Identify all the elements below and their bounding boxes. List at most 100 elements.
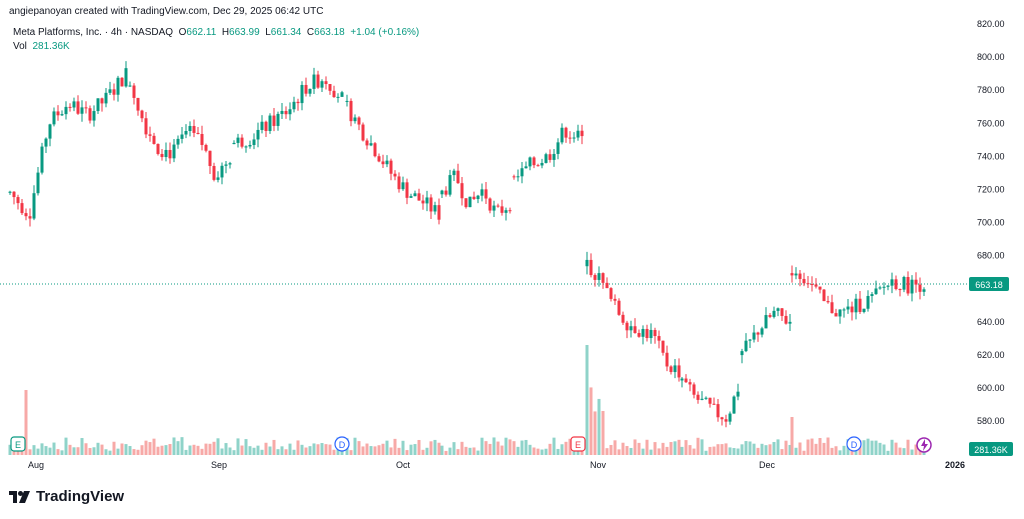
- volume-bar: [236, 438, 240, 455]
- volume-bar: [480, 437, 484, 455]
- interval[interactable]: 4h: [110, 27, 122, 38]
- price-tick-label: 720.00: [977, 184, 1005, 194]
- time-axis[interactable]: Aug Sep Oct Nov Dec 2026: [28, 460, 965, 470]
- volume-bar: [256, 445, 260, 455]
- candle-body: [244, 146, 248, 148]
- volume-bar: [716, 444, 720, 455]
- candle-body: [192, 126, 196, 133]
- close-value: 663.18: [314, 27, 345, 38]
- candle-body: [625, 322, 629, 331]
- brand-name: TradingView: [36, 488, 125, 505]
- symbol-name[interactable]: Meta Platforms, Inc.: [13, 27, 102, 38]
- volume-bar: [597, 398, 601, 455]
- volume-bar: [826, 437, 830, 455]
- price-axis[interactable]: 820.00 800.00 780.00 760.00 740.00 720.00 700.…: [977, 19, 1005, 426]
- volume-bar: [818, 438, 822, 455]
- volume-bar: [268, 446, 272, 455]
- candle-body: [80, 107, 84, 114]
- volume-bar: [196, 445, 200, 455]
- candles-group: [8, 61, 926, 428]
- candle-body: [898, 289, 902, 291]
- volume-bar: [220, 448, 224, 455]
- candle-body: [472, 196, 476, 200]
- volume-bar: [40, 443, 44, 455]
- candle-body: [92, 111, 96, 121]
- lightning-icon[interactable]: [916, 437, 932, 453]
- candle-body: [830, 302, 834, 314]
- volume-bar: [780, 449, 784, 455]
- price-chart[interactable]: 820.00 800.00 780.00 760.00 740.00 720.00 700.…: [0, 0, 1024, 480]
- volume-bar: [156, 446, 160, 455]
- dividend-marker[interactable]: D: [334, 436, 350, 452]
- volume-bar: [425, 447, 429, 455]
- candle-body: [834, 313, 838, 317]
- candle-body: [780, 308, 784, 316]
- candle-body: [276, 113, 280, 126]
- volume-bar: [389, 447, 393, 455]
- volume-bar: [128, 446, 132, 455]
- candle-body: [790, 273, 794, 276]
- candle-body: [204, 144, 208, 151]
- candle-body: [910, 279, 914, 294]
- earnings-marker[interactable]: E: [10, 436, 26, 452]
- volume-bar: [124, 444, 128, 455]
- candle-body: [381, 161, 385, 165]
- volume-bar: [369, 446, 373, 455]
- volume-bar: [524, 439, 528, 455]
- candle-body: [692, 384, 696, 395]
- price-tick-label: 740.00: [977, 151, 1005, 161]
- candle-body: [528, 157, 532, 167]
- candle-body: [393, 173, 397, 177]
- candle-body: [397, 176, 401, 190]
- candle-body: [696, 394, 700, 400]
- volume-bar: [216, 438, 220, 455]
- candle-body: [140, 110, 144, 119]
- candle-body: [568, 137, 572, 139]
- volume-bar: [910, 449, 914, 455]
- volume-bar: [140, 445, 144, 455]
- volume-bar: [28, 449, 32, 455]
- volume-bar: [914, 444, 918, 455]
- candle-body: [700, 398, 704, 400]
- volume-bar: [312, 443, 316, 455]
- candle-body: [228, 163, 232, 165]
- candle-body: [680, 378, 684, 381]
- candle-body: [120, 77, 124, 87]
- candle-body: [744, 340, 748, 352]
- candle-body: [882, 286, 886, 288]
- price-tick-label: 680.00: [977, 251, 1005, 261]
- volume-bar: [393, 438, 397, 455]
- candle-body: [858, 298, 862, 312]
- dividend-marker[interactable]: D: [846, 436, 862, 452]
- volume-bar: [64, 437, 68, 455]
- volume-bar: [80, 438, 84, 455]
- volume-bar: [120, 443, 124, 455]
- candle-body: [136, 97, 140, 111]
- volume-bar: [357, 441, 361, 455]
- volume-bar: [272, 439, 276, 455]
- time-tick-label: Aug: [28, 460, 44, 470]
- candle-body: [152, 135, 156, 144]
- candle-body: [914, 279, 918, 285]
- candle-body: [798, 273, 802, 279]
- volume-bar: [409, 444, 413, 455]
- candle-body: [512, 176, 516, 178]
- candle-body: [156, 143, 160, 154]
- price-tick-label: 800.00: [977, 52, 1005, 62]
- volume-bar: [421, 449, 425, 455]
- volume-bar: [264, 442, 268, 455]
- price-tick-label: 620.00: [977, 350, 1005, 360]
- earnings-marker[interactable]: E: [570, 436, 586, 452]
- volume-bar: [276, 449, 280, 455]
- candle-body: [704, 397, 708, 399]
- time-tick-label: Dec: [759, 460, 776, 470]
- open-value: 662.11: [186, 27, 217, 38]
- candle-body: [838, 309, 842, 317]
- candle-body: [576, 130, 580, 138]
- tradingview-logo[interactable]: TradingView: [9, 488, 124, 505]
- candle-body: [669, 366, 673, 373]
- candle-body: [520, 168, 524, 177]
- candle-body: [409, 196, 413, 198]
- candle-body: [268, 115, 272, 131]
